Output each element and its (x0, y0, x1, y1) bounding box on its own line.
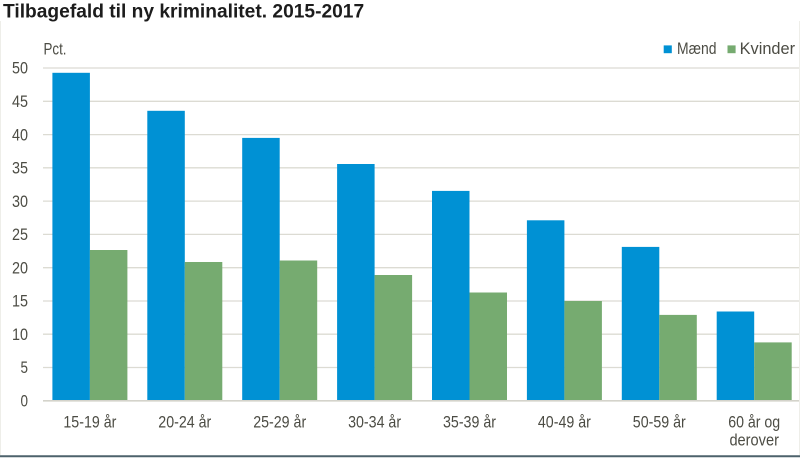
svg-text:10: 10 (12, 326, 28, 344)
svg-text:0: 0 (21, 393, 29, 411)
svg-text:5: 5 (21, 359, 29, 377)
svg-text:50: 50 (12, 60, 28, 78)
svg-text:Kvinder: Kvinder (740, 40, 796, 58)
svg-text:40: 40 (12, 126, 28, 144)
svg-text:50-59 år: 50-59 år (633, 413, 686, 431)
svg-text:30: 30 (12, 193, 28, 211)
svg-text:Mænd: Mænd (677, 40, 717, 58)
svg-text:35: 35 (12, 160, 28, 178)
svg-text:derover: derover (729, 432, 779, 450)
svg-text:25-29 år: 25-29 år (253, 413, 306, 431)
svg-text:25: 25 (12, 226, 28, 244)
svg-text:45: 45 (12, 93, 28, 111)
svg-text:Tilbagefald til ny kriminalite: Tilbagefald til ny kriminalitet. 2015-20… (3, 2, 364, 23)
svg-text:60 år og: 60 år og (728, 413, 780, 431)
svg-text:30-34 år: 30-34 år (348, 413, 401, 431)
svg-text:35-39 år: 35-39 år (443, 413, 496, 431)
svg-text:20-24 år: 20-24 år (158, 413, 211, 431)
svg-text:40-49 år: 40-49 år (538, 413, 591, 431)
svg-text:20: 20 (12, 259, 28, 277)
svg-text:15: 15 (12, 293, 28, 311)
svg-text:15-19 år: 15-19 år (63, 413, 116, 431)
svg-text:Pct.: Pct. (44, 40, 67, 58)
